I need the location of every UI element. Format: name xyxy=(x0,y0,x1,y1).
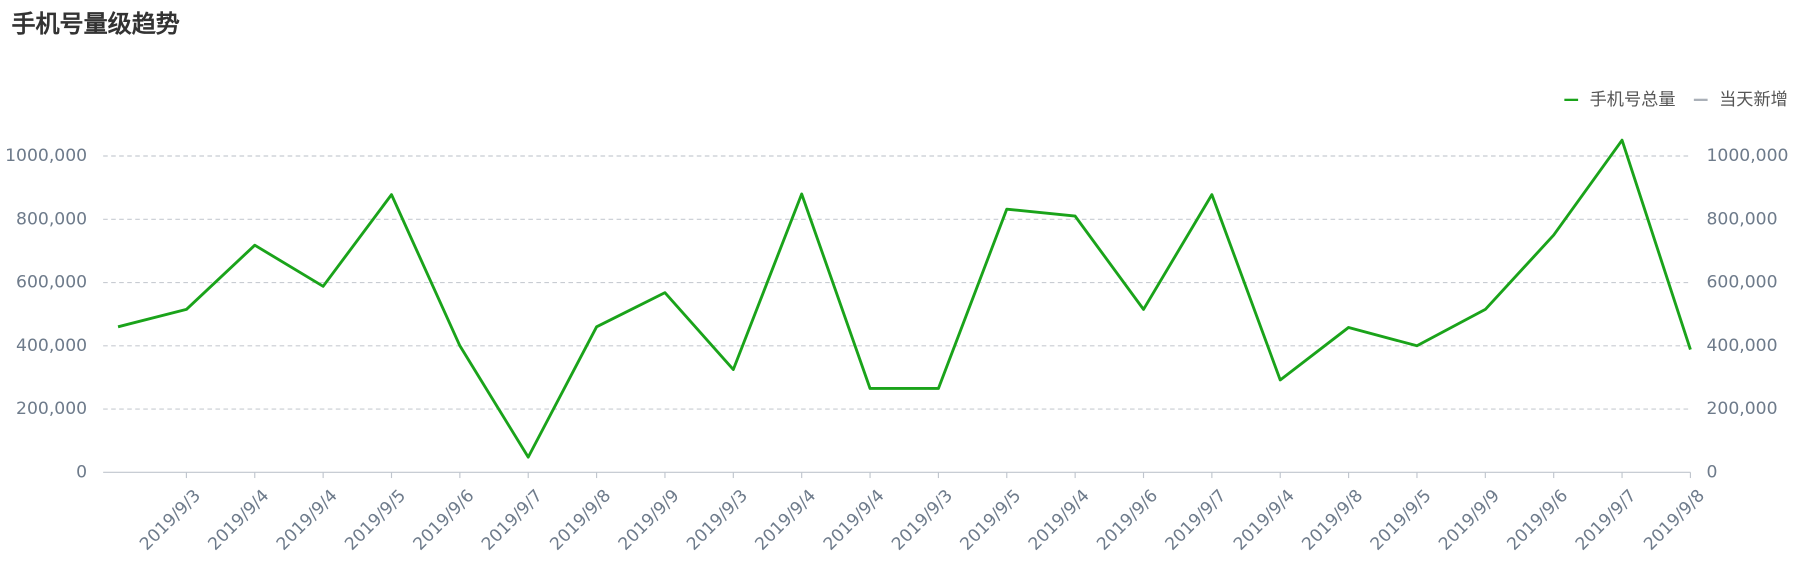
x-tick-label: 2019/9/8 xyxy=(1298,486,1367,555)
x-tick-label: 2019/9/6 xyxy=(1503,486,1572,555)
y-tick-label: 0 xyxy=(76,462,87,482)
legend-label: 当天新增 xyxy=(1719,90,1788,110)
y2-tick-label: 600,000 xyxy=(1706,273,1777,293)
line-series xyxy=(117,138,1692,459)
x-tick-label: 2019/9/4 xyxy=(1025,486,1094,555)
y-tick-label: 600,000 xyxy=(16,273,87,293)
x-tick-label: 2019/9/8 xyxy=(546,486,615,555)
legend-label: 手机号总量 xyxy=(1590,90,1676,110)
y-tick-label: 800,000 xyxy=(16,209,87,229)
y2-tick-label: 200,000 xyxy=(1706,399,1777,419)
x-tick-label: 2019/9/3 xyxy=(888,486,957,555)
x-tick-label: 2019/9/4 xyxy=(1230,486,1299,555)
chart-title: 手机号量级趋势 xyxy=(11,10,179,38)
x-tick-label: 2019/9/7 xyxy=(1572,486,1641,555)
y2-tick-label: 800,000 xyxy=(1706,209,1777,229)
x-tick-label: 2019/9/4 xyxy=(273,486,342,555)
y2-tick-label: 400,000 xyxy=(1706,336,1777,356)
x-tick-label: 2019/9/6 xyxy=(1093,486,1162,555)
x-tick-label: 2019/9/4 xyxy=(205,486,274,555)
y-tick-label: 1000,000 xyxy=(5,146,87,166)
x-tick-label: 2019/9/6 xyxy=(410,486,479,555)
x-tick-label: 2019/9/4 xyxy=(820,486,889,555)
x-tick-label: 2019/9/3 xyxy=(683,486,752,555)
y-tick-label: 200,000 xyxy=(16,399,87,419)
x-tick-label: 2019/9/3 xyxy=(136,486,205,555)
x-tick-label: 2019/9/5 xyxy=(341,486,410,555)
x-tick-label: 2019/9/8 xyxy=(1640,486,1709,555)
x-tick-label: 2019/9/9 xyxy=(1435,486,1504,555)
x-tick-label: 2019/9/7 xyxy=(1162,486,1231,555)
x-tick-label: 2019/9/4 xyxy=(751,486,820,555)
x-tick-label: 2019/9/9 xyxy=(615,486,684,555)
x-tick-label: 2019/9/7 xyxy=(478,486,547,555)
x-tick-label: 2019/9/5 xyxy=(1367,486,1436,555)
y-tick-label: 400,000 xyxy=(16,336,87,356)
y2-tick-label: 0 xyxy=(1706,462,1717,482)
x-tick-label: 2019/9/5 xyxy=(957,486,1026,555)
y2-tick-label: 1000,000 xyxy=(1706,146,1788,166)
